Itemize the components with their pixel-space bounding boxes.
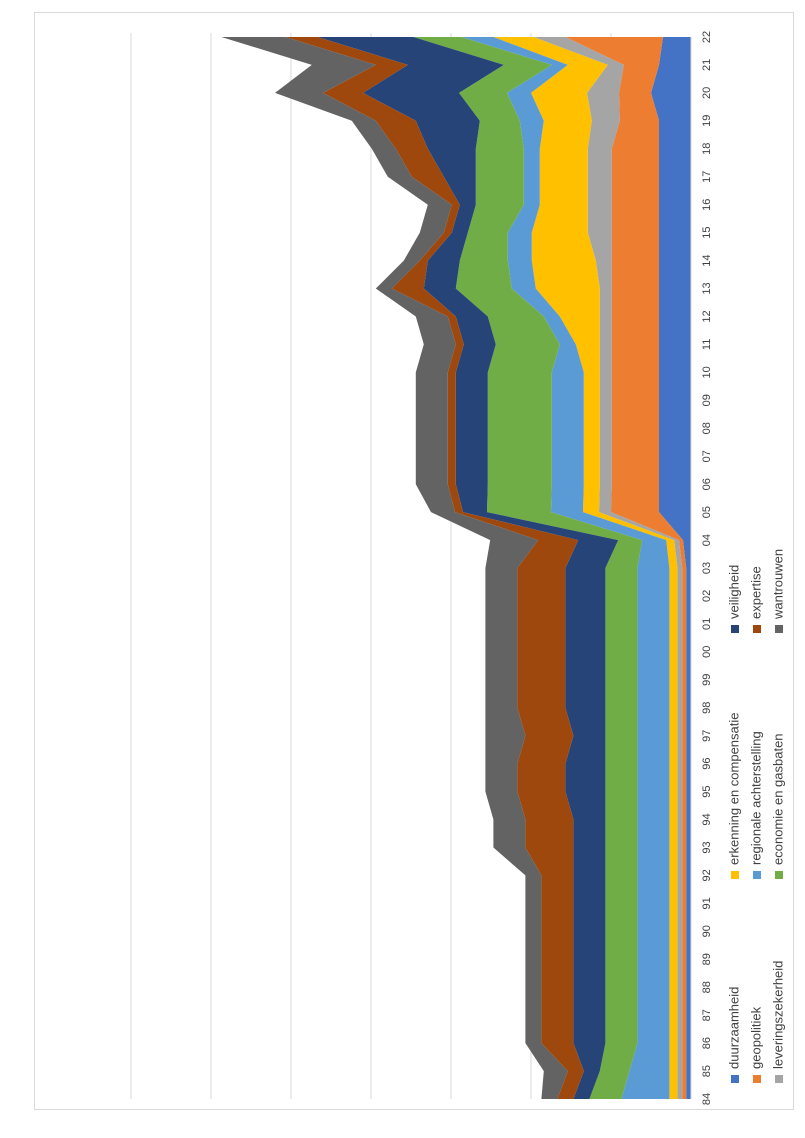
area-veiligheid — [317, 37, 619, 1099]
area-series — [221, 37, 691, 1099]
legend-entry: economie en gasbaten — [770, 733, 785, 879]
x-tick-label: 00 — [701, 646, 713, 658]
x-tick-label: 98 — [701, 702, 713, 714]
x-tick-label: 90 — [701, 925, 713, 937]
x-tick-label: 07 — [701, 450, 713, 462]
legend-label: regionale achterstelling — [748, 731, 763, 865]
legend-entry: veiligheid — [726, 565, 741, 633]
area-economie-en-gasbaten — [413, 37, 643, 1099]
legend-swatch — [753, 625, 761, 633]
legend-swatch — [775, 1075, 783, 1083]
legend-label: erkenning en compensatie — [726, 713, 741, 866]
legend-label: geopolitiek — [748, 1006, 763, 1069]
x-tick-label: 99 — [701, 674, 713, 686]
legend-entry: duurzaamheid — [726, 987, 741, 1083]
legend: duurzaamheid geopolitiek leveringszekerhei… — [726, 549, 785, 1083]
area-geopolitiek — [565, 37, 687, 1099]
legend-entry: geopolitiek — [748, 1006, 763, 1083]
x-tick-label: 22 — [701, 31, 713, 43]
area-erkenning-en-compensatie — [493, 37, 678, 1099]
x-tick-label: 92 — [701, 869, 713, 881]
x-tick-label: 20 — [701, 87, 713, 99]
x-tick-label: 91 — [701, 897, 713, 909]
x-tick-label: 87 — [701, 1009, 713, 1021]
x-tick-label: 97 — [701, 730, 713, 742]
legend-label: wantrouwen — [770, 549, 785, 620]
legend-swatch — [731, 871, 739, 879]
x-tick-label: 02 — [701, 590, 713, 602]
x-tick-label: 93 — [701, 841, 713, 853]
x-tick-label: 95 — [701, 785, 713, 797]
x-tick-label: 88 — [701, 981, 713, 993]
legend-label: duurzaamheid — [726, 987, 741, 1069]
legend-entry: regionale achterstelling — [748, 731, 763, 879]
x-axis-ticks: 84 85 86 87 88 89 90 91 92 93 94 95 96 97 98 99 00 01 02 03… — [690, 31, 713, 1105]
x-tick-label: 94 — [701, 813, 713, 825]
legend-entry: erkenning en compensatie — [726, 713, 741, 879]
x-tick-label: 09 — [701, 394, 713, 406]
x-tick-label: 86 — [701, 1037, 713, 1049]
x-tick-label: 12 — [701, 310, 713, 322]
legend-swatch — [731, 1075, 739, 1083]
legend-swatch — [775, 625, 783, 633]
x-tick-label: 17 — [701, 171, 713, 183]
legend-entry: wantrouwen — [770, 549, 785, 633]
legend-entry: leveringszekerheid — [770, 961, 785, 1083]
x-tick-label: 16 — [701, 199, 713, 211]
x-tick-label: 21 — [701, 59, 713, 71]
area-leveringszekerheid — [533, 37, 683, 1099]
x-tick-label: 19 — [701, 115, 713, 127]
area-wantrouwen — [221, 37, 568, 1099]
legend-label: veiligheid — [726, 565, 741, 619]
legend-swatch — [775, 871, 783, 879]
x-tick-label: 96 — [701, 757, 713, 769]
legend-label: expertise — [748, 566, 763, 619]
x-tick-label: 13 — [701, 282, 713, 294]
x-tick-label: 14 — [701, 254, 713, 266]
x-tick-label: 85 — [701, 1065, 713, 1077]
x-tick-label: 03 — [701, 562, 713, 574]
legend-entry: expertise — [748, 566, 763, 633]
area-expertise — [285, 37, 584, 1099]
legend-swatch — [753, 871, 761, 879]
legend-label: leveringszekerheid — [770, 961, 785, 1069]
x-tick-label: 15 — [701, 226, 713, 238]
legend-label: economie en gasbaten — [770, 733, 785, 865]
x-tick-label: 06 — [701, 478, 713, 490]
x-tick-label: 18 — [701, 143, 713, 155]
stacked-area-chart: 84 85 86 87 88 89 90 91 92 93 94 95 96 97 98 99 00 01 02 03… — [130, 31, 785, 1105]
area-duurzaamheid — [651, 37, 691, 1099]
x-tick-label: 10 — [701, 366, 713, 378]
legend-swatch — [731, 625, 739, 633]
x-tick-label: 11 — [701, 339, 713, 350]
x-tick-label: 04 — [701, 534, 713, 546]
x-tick-label: 89 — [701, 953, 713, 965]
area-regionale-achterstelling — [461, 37, 670, 1099]
chart-frame: 84 85 86 87 88 89 90 91 92 93 94 95 96 97 98 99 00 01 02 03… — [34, 12, 794, 1110]
x-tick-label: 01 — [701, 618, 713, 630]
x-tick-label: 08 — [701, 422, 713, 434]
legend-swatch — [753, 1075, 761, 1083]
x-tick-label: 05 — [701, 506, 713, 518]
x-tick-label: 84 — [701, 1093, 713, 1105]
